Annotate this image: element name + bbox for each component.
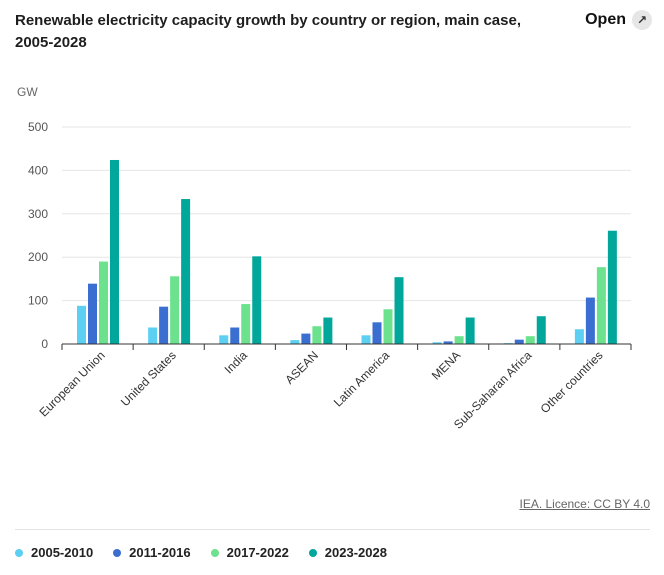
legend-label: 2005-2010 <box>31 545 94 560</box>
bar-2011-2016[interactable] <box>585 297 595 344</box>
y-axis-ticks: 0 100 200 300 400 500 <box>28 120 48 351</box>
bar-2023-2028[interactable] <box>323 317 333 344</box>
bar-2017-2022[interactable] <box>170 276 180 344</box>
x-axis-ticks: European Union United States India ASEAN Lat… <box>36 348 605 432</box>
legend-label: 2011-2016 <box>129 545 191 560</box>
bar-2011-2016[interactable] <box>372 322 382 344</box>
bar-2023-2028[interactable] <box>181 199 191 344</box>
bar-2023-2028[interactable] <box>394 277 404 344</box>
y-tick-label: 0 <box>41 337 48 351</box>
chart-title: Renewable electricity capacity growth by… <box>15 12 521 51</box>
bar-2005-2010[interactable] <box>219 335 229 344</box>
x-tick-label: Sub-Saharan Africa <box>451 348 535 432</box>
bar-2023-2028[interactable] <box>110 159 119 344</box>
y-tick-label: 200 <box>28 250 48 264</box>
bar-2011-2016[interactable] <box>514 339 524 344</box>
legend-item[interactable]: 2017-2022 <box>210 545 289 560</box>
gridlines <box>62 126 631 302</box>
x-tick-label: India <box>222 348 251 377</box>
legend-swatch <box>308 548 317 557</box>
bar-chart: GW 0 100 200 300 400 500 European Union United… <box>17 85 632 432</box>
y-tick-label: 300 <box>28 207 48 221</box>
bar-2011-2016[interactable] <box>88 283 97 344</box>
bar-2017-2022[interactable] <box>383 309 393 344</box>
bar-2023-2028[interactable] <box>536 316 546 344</box>
y-axis-unit-label: GW <box>17 85 38 99</box>
x-tick-label: MENA <box>429 348 463 382</box>
bar-2005-2010[interactable] <box>574 329 584 344</box>
legend-item[interactable]: 2005-2010 <box>15 545 93 560</box>
legend-swatch <box>113 548 122 557</box>
bar-2005-2010[interactable] <box>361 335 371 344</box>
bar-2005-2010[interactable] <box>77 305 86 344</box>
bar-2017-2022[interactable] <box>596 267 606 344</box>
bar-2011-2016[interactable] <box>301 333 311 344</box>
x-tick-label: European Union <box>36 348 107 419</box>
x-tick-label: ASEAN <box>282 348 321 387</box>
bar-2017-2022[interactable] <box>241 304 251 344</box>
legend-item[interactable]: 2011-2016 <box>113 545 191 560</box>
bar-2011-2016[interactable] <box>443 341 453 344</box>
legend-label: 2017-2022 <box>226 545 289 560</box>
y-tick-label: 500 <box>28 120 48 134</box>
bar-2011-2016[interactable] <box>230 327 240 344</box>
bar-2023-2028[interactable] <box>465 317 475 344</box>
legend-item[interactable]: 2023-2028 <box>308 545 387 560</box>
bar-2005-2010[interactable] <box>148 327 158 344</box>
bar-2023-2028[interactable] <box>607 230 617 344</box>
legend-label: 2023-2028 <box>324 545 387 560</box>
open-button[interactable]: Open ↗ <box>585 10 652 30</box>
expand-arrow-icon: ↗ <box>632 10 652 30</box>
legend: 2005-2010 2011-2016 2017-2022 2023-2028 <box>15 545 387 560</box>
divider <box>15 529 650 530</box>
x-tick-label: United States <box>118 348 179 409</box>
x-axis <box>61 343 632 350</box>
bar-2005-2010[interactable] <box>290 340 300 344</box>
y-tick-label: 400 <box>28 163 48 177</box>
bars <box>77 159 617 344</box>
bar-2005-2010[interactable] <box>432 342 442 344</box>
licence-link[interactable]: IEA. Licence: CC BY 4.0 <box>519 497 650 511</box>
bar-2017-2022[interactable] <box>454 336 464 344</box>
x-tick-label: Latin America <box>331 348 393 410</box>
legend-swatch <box>15 548 23 557</box>
bar-2017-2022[interactable] <box>99 261 108 344</box>
bar-2011-2016[interactable] <box>159 306 169 344</box>
open-label: Open <box>585 11 626 28</box>
x-tick-label: Other countries <box>538 348 606 416</box>
bar-2017-2022[interactable] <box>312 326 322 344</box>
bar-2017-2022[interactable] <box>525 336 535 344</box>
bar-2023-2028[interactable] <box>252 256 262 344</box>
legend-swatch <box>210 548 219 557</box>
y-tick-label: 100 <box>28 294 48 308</box>
